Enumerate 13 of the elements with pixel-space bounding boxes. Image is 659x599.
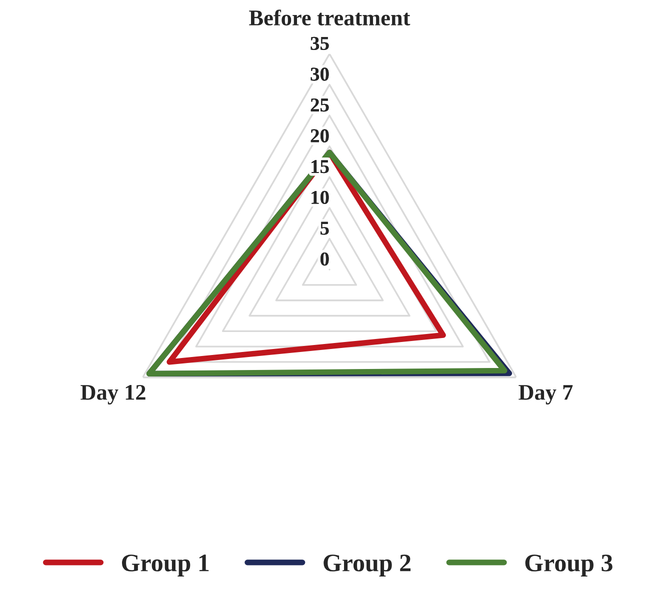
y-tick-label: 20 — [310, 129, 329, 142]
spoke-label: Day 7 — [518, 385, 573, 404]
y-tick-label: 35 — [310, 36, 329, 50]
legend-label: Group 3 — [525, 554, 612, 576]
y-tick-label: 10 — [312, 190, 329, 204]
y-tick-label: 25 — [310, 98, 329, 112]
legend-label: Group 2 — [324, 554, 411, 576]
spoke-label: Day 12 — [80, 384, 146, 404]
y-tick-label: 0 — [320, 252, 329, 266]
y-tick-label: 5 — [320, 222, 329, 235]
legend-label: Group 1 — [122, 554, 209, 576]
y-tick-label: 30 — [310, 68, 329, 81]
spoke-label: Before treatment — [249, 10, 410, 26]
